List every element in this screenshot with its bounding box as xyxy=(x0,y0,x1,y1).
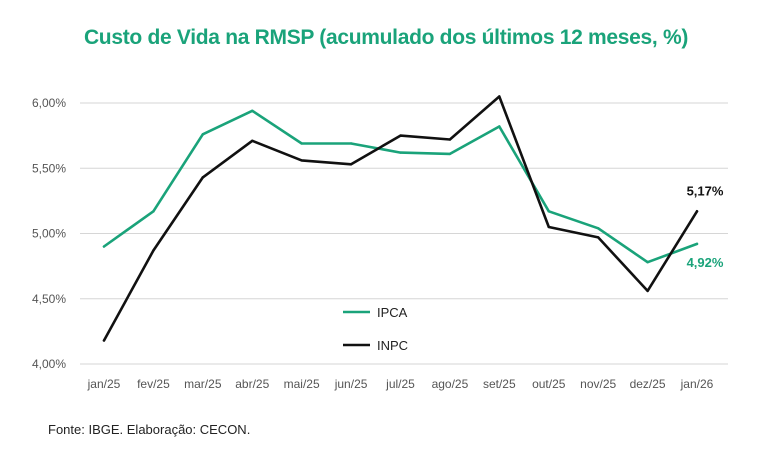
data-point-ipca xyxy=(102,245,106,248)
end-label-inpc: 5,17% xyxy=(687,183,724,198)
data-point-inpc xyxy=(399,134,402,137)
series-line-ipca xyxy=(102,109,699,264)
x-tick-label: mai/25 xyxy=(284,377,320,391)
y-tick-label: 5,00% xyxy=(32,227,66,241)
data-point-inpc xyxy=(251,139,254,143)
data-point-inpc xyxy=(102,339,106,342)
data-point-inpc xyxy=(152,249,155,252)
grid-lines xyxy=(80,102,728,365)
data-point-inpc xyxy=(448,138,452,141)
x-tick-label: out/25 xyxy=(532,377,566,391)
data-point-ipca xyxy=(448,152,452,156)
source-note: Fonte: IBGE. Elaboração: CECON. xyxy=(48,422,251,437)
data-point-inpc xyxy=(349,163,353,166)
x-tick-label: jan/26 xyxy=(680,377,714,391)
data-point-ipca xyxy=(646,261,649,264)
data-point-ipca xyxy=(152,210,155,213)
x-tick-label: mar/25 xyxy=(184,377,222,391)
data-point-ipca xyxy=(596,227,600,230)
data-point-ipca xyxy=(201,133,205,136)
legend-label-ipca: IPCA xyxy=(377,305,408,320)
y-axis-ticks: 6,00% 5,50% 5,00% 4,50% 4,00% xyxy=(32,96,66,371)
data-point-ipca xyxy=(251,109,254,113)
data-point-inpc xyxy=(695,210,699,213)
x-axis-ticks: jan/25 fev/25 mar/25 abr/25 mai/25 jun/25 jul/… xyxy=(87,377,714,391)
end-label-ipca: 4,92% xyxy=(687,255,724,270)
x-tick-label: jun/25 xyxy=(334,377,368,391)
data-point-inpc xyxy=(547,225,550,229)
x-tick-label: set/25 xyxy=(483,377,516,391)
x-tick-label: jan/25 xyxy=(87,377,121,391)
data-point-inpc xyxy=(201,176,205,179)
data-point-inpc xyxy=(300,159,303,162)
x-tick-label: jul/25 xyxy=(385,377,415,391)
y-tick-label: 4,50% xyxy=(32,292,66,306)
data-point-ipca xyxy=(547,210,550,213)
data-point-ipca xyxy=(695,242,699,246)
legend: IPCA INPC xyxy=(343,305,408,353)
data-point-inpc xyxy=(596,236,600,239)
x-tick-label: ago/25 xyxy=(432,377,469,391)
x-tick-label: nov/25 xyxy=(580,377,616,391)
data-point-ipca xyxy=(300,142,303,145)
series-lines xyxy=(102,95,699,342)
legend-label-inpc: INPC xyxy=(377,338,408,353)
y-tick-label: 4,00% xyxy=(32,357,66,371)
end-labels: 4,92% 5,17% xyxy=(687,183,724,270)
x-tick-label: dez/25 xyxy=(630,377,666,391)
series-line-inpc xyxy=(102,95,699,342)
data-point-inpc xyxy=(646,289,649,293)
chart-title: Custo de Vida na RMSP (acumulado dos últ… xyxy=(83,26,689,49)
data-point-ipca xyxy=(399,151,402,154)
y-tick-label: 6,00% xyxy=(32,96,66,110)
x-tick-label: abr/25 xyxy=(235,377,269,391)
x-tick-label: fev/25 xyxy=(137,377,170,391)
y-tick-label: 5,50% xyxy=(32,161,66,175)
data-point-ipca xyxy=(349,142,353,145)
data-point-ipca xyxy=(498,125,501,128)
data-point-inpc xyxy=(498,95,501,98)
